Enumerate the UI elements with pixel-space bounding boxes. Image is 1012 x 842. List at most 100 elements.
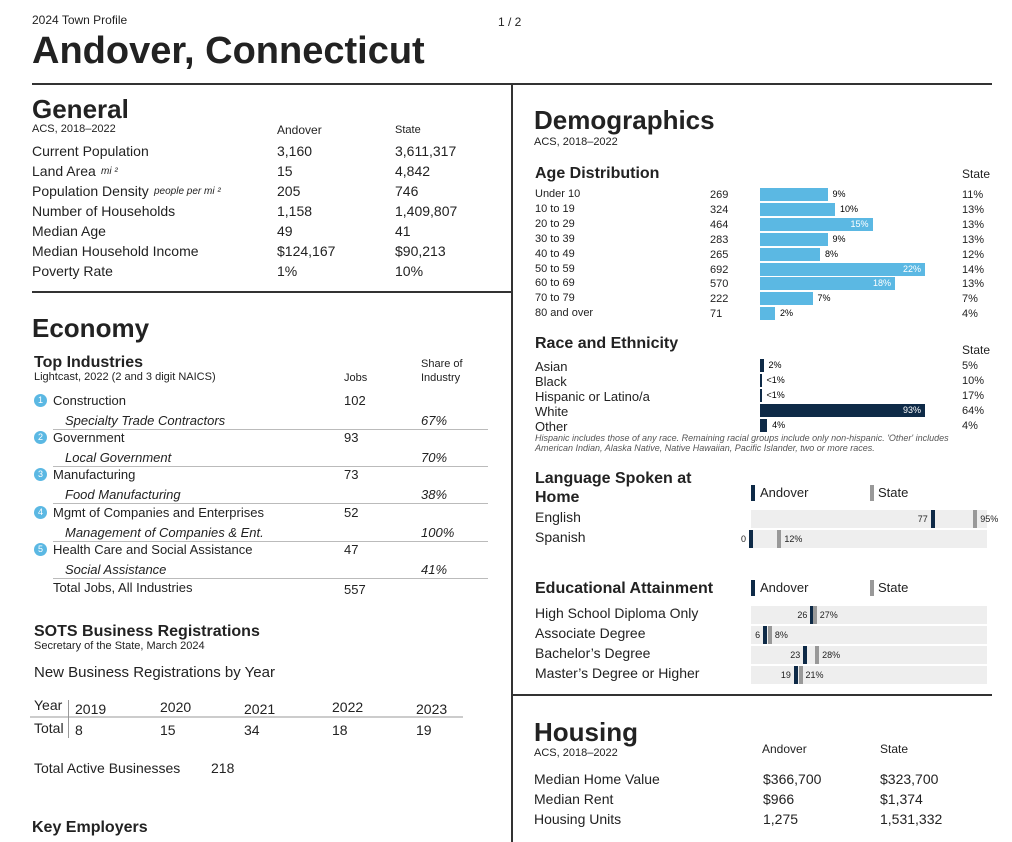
count: 570 [710,278,729,291]
state-label: 21% [805,670,824,680]
state-value: 5% [962,360,978,372]
row-label: 20 to 29 [535,217,575,230]
sub-industry: Local Government [65,450,172,466]
source: ACS, 2018–2022 [32,123,116,135]
column-header: State [880,742,909,756]
total-value: 19 [416,722,432,738]
subsection-title: Key Employers [32,819,148,836]
column-header: Jobs [344,372,368,384]
state-label: 8% [774,630,788,640]
section-title: Housing [534,717,638,747]
industry-name: Manufacturing [53,467,136,483]
active-label: Total Active Businesses [34,760,181,776]
year: 2021 [244,701,276,717]
state-value: 10% [395,263,424,279]
rank-badge: 3 [34,468,47,482]
row-label: 80 and over [535,307,594,320]
active-value: 218 [211,760,235,776]
subsection-title: Educational Attainment [535,580,714,597]
year: 2019 [75,701,107,717]
town-marker [803,646,808,664]
town-label: 26 [797,610,808,620]
bar-label: 93% [903,405,922,415]
bar [760,307,775,321]
bar [760,247,820,261]
bar [760,262,925,276]
count: 692 [710,263,729,276]
industry-name: Government [53,430,125,446]
town-value: 205 [277,183,301,199]
town-label: 77 [917,514,928,524]
unit: mi ² [101,166,118,177]
row-rule [53,577,488,579]
track [751,666,987,684]
bar [760,292,813,306]
bar [760,419,768,432]
column-header: State [962,167,991,181]
state-value: 13% [962,218,985,231]
table-rule [30,716,463,718]
column-header: Andover [277,123,322,137]
subsection-title: Race and Ethnicity [535,335,679,352]
count: 464 [710,218,729,231]
town-value: $966 [763,791,795,807]
town-value: 3,160 [277,143,313,159]
bar-label: 10% [840,203,859,214]
subsection-title: Top Industries [34,354,144,371]
bar-label: <1% [766,390,785,400]
town-marker [793,666,798,684]
sub-industry: Specialty Trade Contractors [65,413,226,428]
town-value: 1,275 [763,811,799,827]
state-value: 1,531,332 [880,811,943,827]
unit: people per mi ² [154,186,221,197]
state-marker [812,606,817,624]
bar [760,232,828,246]
count: 324 [710,203,729,216]
sub-industry: Management of Companies & Ent. [65,524,264,540]
track [751,626,987,644]
town-value: 1% [277,263,298,279]
state-value: 3,611,317 [395,143,457,159]
state-label: 12% [784,534,803,544]
profile-label: 2024 Town Profile [32,13,128,27]
town-marker [810,606,815,624]
total-value: 34 [244,722,260,738]
jobs-value: 102 [344,393,366,408]
sub-industry: Food Manufacturing [65,487,181,503]
column-header: Andover [762,742,807,756]
industry-name: Health Care and Social Assistance [53,541,253,557]
state-value: $1,374 [880,791,923,807]
town-value: 1,158 [277,203,313,219]
state-value: 10% [962,375,985,387]
year: 2023 [416,701,448,717]
bar-label: 2% [768,360,782,370]
bar [760,404,925,417]
row-label: Hispanic or Latino/a [535,389,650,404]
bar [760,217,873,231]
jobs-value: 47 [344,541,359,557]
divider [511,84,513,842]
count: 265 [710,248,729,261]
state-label: 27% [819,610,838,620]
legend-swatch [870,580,874,596]
share-value: 100% [421,524,455,540]
state-value: $323,700 [880,771,939,787]
section-title: Economy [32,313,150,343]
bar [760,202,835,216]
state-value: 4% [962,420,978,432]
share-value: 67% [421,413,448,428]
row-label: Median Home Value [534,771,660,787]
count: 222 [710,293,729,306]
town-value: $124,167 [277,243,336,259]
state-value: 13% [962,203,985,216]
section-title: General [32,94,129,124]
row-label: Median Age [32,223,106,239]
subsection-title: Age Distribution [535,165,660,182]
row-rule [53,540,488,542]
bar-label: 9% [832,233,846,244]
row-rule [53,466,488,468]
year: 2020 [160,699,192,715]
state-label: 95% [980,514,999,524]
row-label: Population Density [32,183,149,199]
